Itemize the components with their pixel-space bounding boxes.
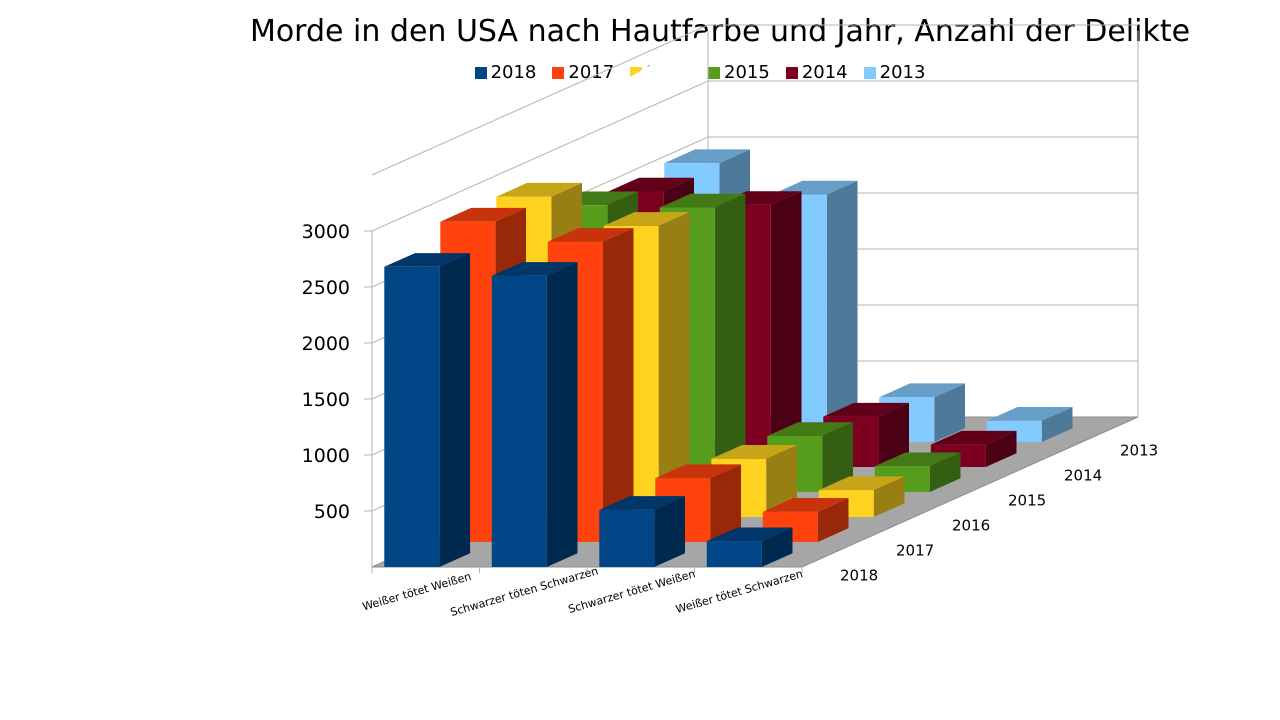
- legend-item-2018: 2018: [474, 62, 537, 83]
- depth-axis-label: 2017: [896, 542, 934, 560]
- bar-front: [491, 275, 547, 567]
- bar-top: [440, 207, 526, 222]
- bar-side: [934, 383, 965, 442]
- bar-side: [878, 402, 909, 467]
- bar-top: [608, 177, 694, 192]
- bar-top: [767, 422, 853, 436]
- bar-top: [930, 430, 1017, 445]
- bar-top: [547, 228, 634, 242]
- bar-side: [546, 262, 578, 567]
- gridline: [371, 24, 1138, 176]
- bar-top: [496, 182, 582, 197]
- chart-title: Morde in den USA nach Hautfarbe und Jahr…: [249, 14, 1191, 49]
- bar-top: [491, 262, 578, 276]
- bar-side: [826, 180, 858, 442]
- bar-side: [710, 464, 741, 542]
- legend-swatch: [474, 66, 487, 79]
- bar-side: [761, 527, 793, 567]
- legend-label: 2018: [490, 62, 537, 83]
- gridline: [371, 80, 1138, 232]
- bar-side: [654, 496, 685, 567]
- bar-side: [770, 191, 802, 467]
- bar-side: [439, 253, 471, 567]
- bar-side: [1041, 407, 1073, 442]
- bar-side: [817, 498, 849, 542]
- bar-top: [706, 527, 793, 542]
- legend-swatch: [785, 66, 798, 79]
- bar-top: [384, 253, 471, 267]
- bar-side: [714, 193, 746, 493]
- depth-axis-label: 2013: [1120, 442, 1158, 460]
- bar-top: [986, 407, 1073, 421]
- bar-2018-3: [599, 496, 685, 567]
- legend-swatch: [708, 66, 720, 79]
- bar-2018-1: [384, 253, 471, 567]
- bar-2018-2: [491, 262, 578, 567]
- bar-side: [822, 422, 853, 492]
- bar-top: [599, 496, 685, 510]
- bar-side: [766, 445, 797, 517]
- legend-swatch: [863, 66, 876, 79]
- y-tick-label: 500: [314, 501, 350, 523]
- depth-axis-label: 2014: [1064, 467, 1102, 485]
- bar-side: [929, 452, 961, 492]
- y-tick-label: 2000: [302, 333, 350, 355]
- legend-item-2017: 2017: [552, 62, 614, 83]
- bar-top: [659, 193, 746, 208]
- legend-label: 2014: [801, 62, 848, 83]
- bar-top: [711, 445, 797, 459]
- bar-side: [602, 228, 634, 542]
- bar-front: [706, 541, 762, 567]
- bar-top: [823, 402, 909, 417]
- bar-front: [384, 266, 440, 567]
- bar-top: [874, 452, 961, 467]
- y-tick-label: 1500: [302, 389, 350, 411]
- legend-label: 2013: [879, 62, 926, 83]
- y-tick-label: 1000: [302, 445, 350, 467]
- legend-item-2014: 2014: [785, 62, 848, 83]
- legend-item-2013: 2013: [863, 62, 926, 83]
- bar-top: [664, 149, 750, 164]
- depth-axis-label: 2015: [1008, 492, 1046, 510]
- bar-side: [658, 212, 690, 517]
- y-tick-label: 3000: [302, 221, 350, 243]
- bar-top: [603, 212, 690, 226]
- bar-2018-4: [706, 527, 793, 567]
- legend-label: 2017: [568, 62, 615, 83]
- bar-top: [879, 383, 965, 398]
- legend-swatch: [552, 66, 565, 79]
- bar-side: [985, 430, 1017, 467]
- y-tick-label: 2500: [302, 277, 350, 299]
- legend-item-2015: 2015: [708, 62, 770, 83]
- bar-top: [762, 498, 849, 512]
- bar-top: [818, 476, 905, 491]
- bar-top: [771, 180, 858, 195]
- bar-side: [873, 476, 905, 517]
- legend-label: 2015: [724, 62, 770, 83]
- bar-front: [599, 509, 655, 567]
- bar-top: [655, 464, 741, 479]
- depth-axis-label: 2016: [952, 517, 990, 535]
- depth-axis-label: 2018: [840, 567, 878, 585]
